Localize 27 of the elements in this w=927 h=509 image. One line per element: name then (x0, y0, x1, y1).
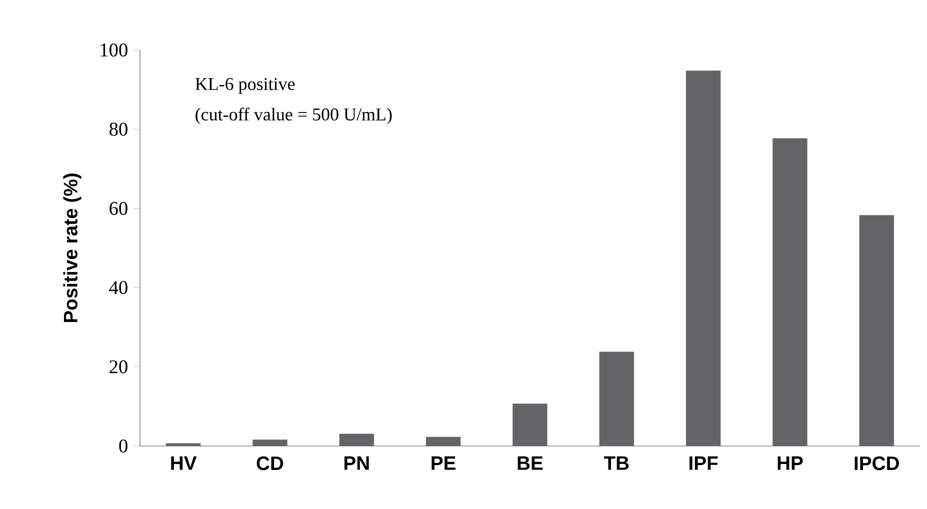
annotation: (cut-off value = 500 U/mL) (196, 108, 392, 124)
y-axis-title: Positive rate (%) (63, 174, 82, 322)
bar (512, 404, 548, 446)
y-tick-label: 0 (119, 439, 128, 453)
y-tick-label: 80 (110, 122, 128, 136)
x-tick-label: CD (256, 456, 284, 470)
x-tick-label: HV (171, 456, 197, 470)
bar (426, 436, 461, 446)
y-tick-label: 100 (100, 43, 128, 57)
x-tick-label: PE (432, 456, 456, 470)
y-tick-label: 60 (110, 202, 128, 215)
y-tick-label: 20 (110, 360, 128, 374)
x-tick-label: PN (344, 456, 369, 470)
x-tick-label: IPF (690, 456, 718, 470)
x-tick-label: IPCD (854, 456, 899, 470)
x-tick-label: BE (518, 456, 543, 470)
annotation: KL-6 positive (195, 78, 295, 94)
bar (772, 138, 808, 446)
bar (166, 443, 201, 446)
bar (339, 434, 374, 446)
bar (252, 440, 288, 446)
bar (859, 215, 894, 446)
y-tick-label: 40 (109, 281, 128, 294)
x-tick-label: TB (604, 456, 629, 470)
bar (599, 352, 634, 446)
x-tick-label: HP (778, 456, 803, 470)
bar (686, 70, 721, 446)
